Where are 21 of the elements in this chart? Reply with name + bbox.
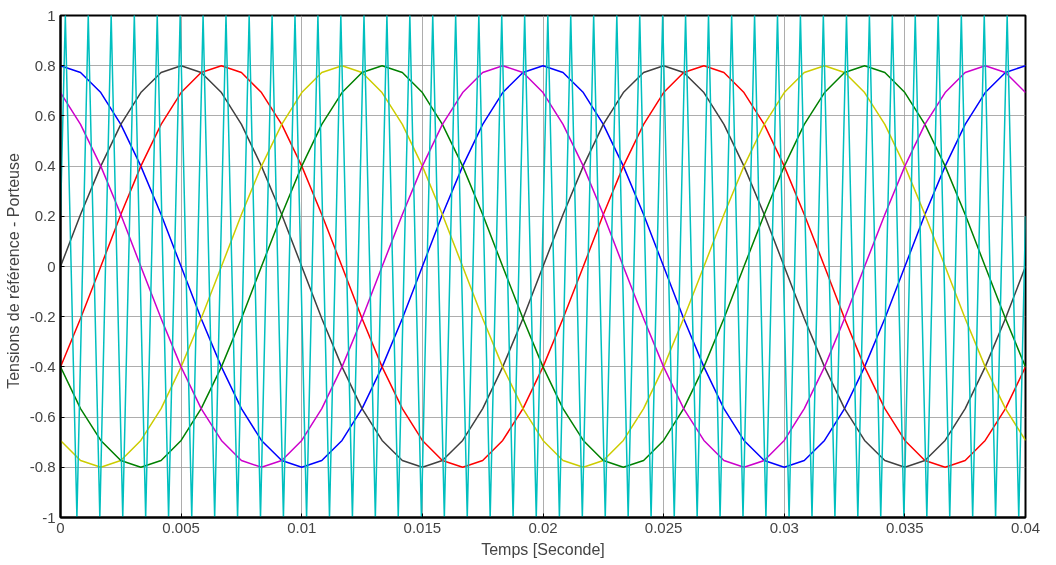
y-tick-label: -1 [42, 508, 56, 526]
y-tick-label: 1 [47, 6, 56, 24]
y-tick-label: 0.4 [34, 157, 56, 175]
y-tick-label: 0.6 [34, 106, 56, 124]
y-tick-label: -0.4 [29, 357, 56, 375]
x-tick-label: 0.025 [644, 518, 683, 536]
y-axis-title: Tensions de référence - Porteuse [4, 153, 22, 389]
y-tick-label: 0.2 [34, 207, 56, 225]
x-tick-label: 0.02 [528, 518, 558, 536]
x-tick-label: 0.03 [769, 518, 799, 536]
y-tick-label: -0.8 [29, 458, 56, 476]
x-tick-label: 0.01 [287, 518, 317, 536]
x-axis-title: Temps [Seconde] [481, 540, 605, 558]
y-tick-label: 0 [47, 257, 56, 275]
y-tick-label: -0.2 [29, 307, 56, 325]
x-tick-label: 0.005 [162, 518, 200, 536]
x-tick-label: 0.015 [403, 518, 442, 536]
y-tick-label: 0.8 [34, 56, 56, 74]
x-tick-label: 0.035 [886, 518, 924, 536]
x-tick-label: 0.04 [1010, 518, 1041, 536]
y-tick-label: -0.6 [29, 408, 56, 426]
